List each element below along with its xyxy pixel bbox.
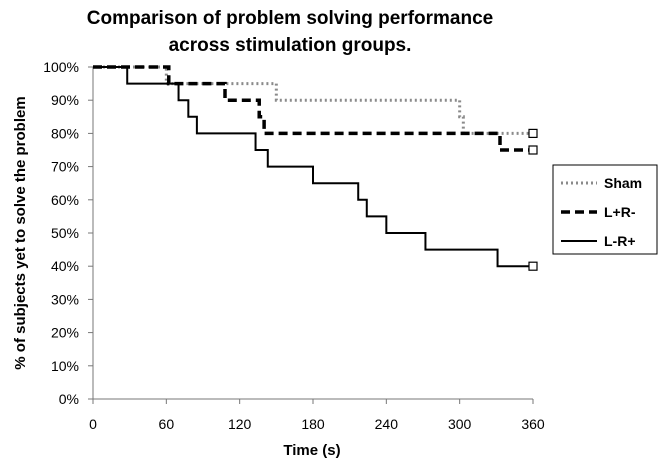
censor-marker	[528, 128, 538, 138]
x-tick-label: 180	[301, 416, 325, 432]
y-tick-label: 0%	[59, 391, 79, 407]
y-tick-label: 50%	[51, 225, 79, 241]
y-tick-label: 40%	[51, 258, 79, 274]
x-axis-ticks: 0 60 120 180 240 300 360	[89, 399, 545, 432]
censor-marker	[528, 261, 538, 271]
censor-marker	[528, 145, 538, 155]
x-axis-label: Time (s)	[283, 442, 340, 459]
y-tick-label: 90%	[51, 92, 79, 108]
legend-label: L-R+	[604, 233, 636, 249]
y-axis-label: % of subjects yet to solve the problem	[12, 96, 29, 369]
axes	[92, 67, 533, 400]
x-tick-label: 240	[375, 416, 399, 432]
legend-label: L+R-	[604, 204, 636, 220]
y-tick-label: 100%	[43, 59, 79, 75]
y-tick-label: 80%	[51, 125, 79, 141]
series-line-l-r-	[93, 65, 533, 152]
legend-label: Sham	[604, 175, 642, 191]
x-tick-label: 360	[521, 416, 545, 432]
x-tick-label: 120	[228, 416, 252, 432]
y-tick-label: 70%	[51, 159, 79, 175]
y-axis-ticks: 0% 10% 20% 30% 40% 50% 60% 70% 80% 90% 100%	[43, 59, 93, 407]
series-line-l-r-	[93, 66, 533, 268]
y-tick-label: 20%	[51, 325, 79, 341]
chart-title-line-1: Comparison of problem solving performanc…	[87, 8, 493, 29]
x-tick-label: 300	[448, 416, 472, 432]
x-tick-label: 0	[89, 416, 97, 432]
y-tick-label: 10%	[51, 358, 79, 374]
legend: Sham L+R- L-R+	[552, 164, 658, 255]
series-line-sham	[93, 65, 533, 135]
series-lines	[93, 65, 538, 271]
legend-box	[552, 164, 658, 255]
y-tick-label: 60%	[51, 192, 79, 208]
x-tick-label: 60	[159, 416, 175, 432]
chart-title-line-2: across stimulation groups.	[169, 35, 412, 56]
y-tick-label: 30%	[51, 291, 79, 307]
